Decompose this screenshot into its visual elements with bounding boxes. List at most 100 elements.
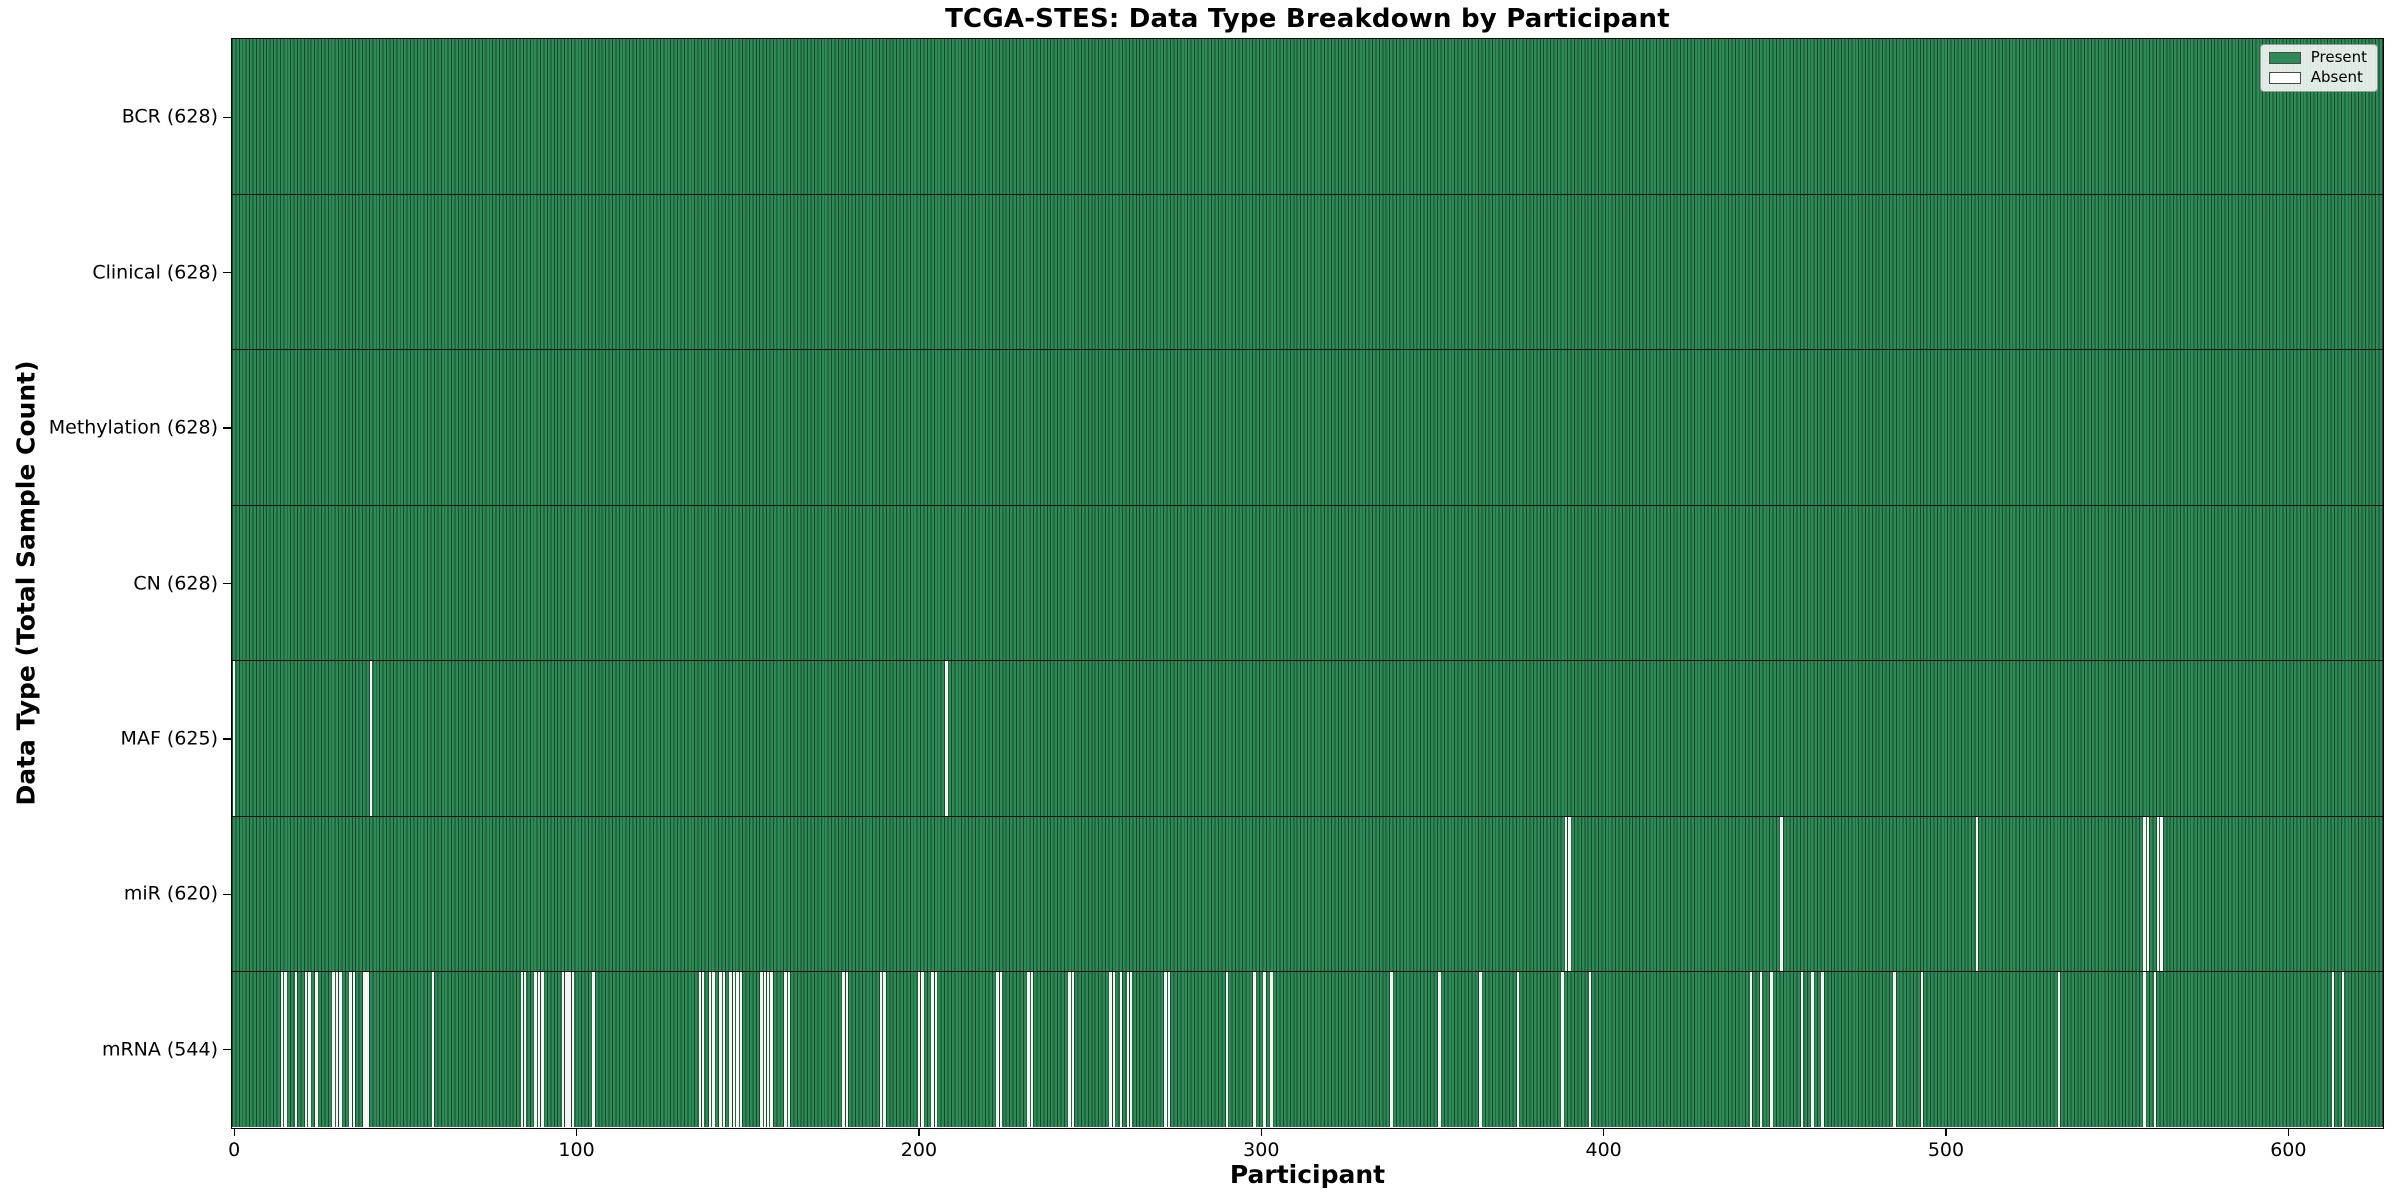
absent-stripe-mrna-493: [1920, 971, 1924, 1127]
absent-stripe-mrna-24: [315, 971, 318, 1127]
absent-stripe-mrna-139: [708, 971, 712, 1127]
absent-stripe-mrna-89: [537, 971, 541, 1127]
y-tick-mir: [223, 893, 231, 896]
row-separator: [232, 504, 2383, 506]
absent-stripe-mrna-256: [1109, 971, 1112, 1127]
absent-stripe-mrna-290: [1225, 971, 1229, 1127]
absent-stripe-mrna-201: [921, 971, 924, 1127]
absent-stripe-mrna-233: [1030, 971, 1034, 1127]
absent-stripe-mir-558: [2143, 816, 2146, 972]
absent-stripe-mrna-190: [883, 971, 886, 1127]
absent-stripe-mrna-262: [1129, 971, 1133, 1127]
absent-stripe-mrna-143: [722, 971, 725, 1127]
row-separator: [232, 193, 2383, 196]
absent-stripe-mrna-35: [352, 971, 356, 1127]
absent-stripe-mrna-613: [2331, 971, 2335, 1127]
absent-stripe-mrna-485: [1893, 971, 1896, 1127]
absent-stripe-mir-509: [1975, 816, 1978, 972]
row-cn: [232, 505, 2383, 661]
absent-stripe-mrna-259: [1119, 971, 1123, 1127]
row-mrna: [232, 971, 2383, 1127]
x-tick-label-500: 500: [1927, 1139, 1965, 1161]
absent-stripe-mrna-155: [763, 971, 767, 1127]
absent-stripe-mrna-90: [541, 971, 544, 1127]
absent-stripe-mrna-204: [931, 971, 934, 1127]
absent-stripe-mrna-561: [2153, 971, 2157, 1127]
absent-stripe-mrna-96: [561, 971, 565, 1127]
absent-stripe-mrna-375: [1516, 971, 1520, 1127]
y-tick-methylation: [223, 427, 231, 429]
absent-stripe-mrna-162: [787, 971, 791, 1127]
row-separator: [232, 970, 2383, 973]
absent-stripe-mrna-97: [565, 971, 568, 1127]
absent-stripe-mrna-257: [1112, 971, 1116, 1127]
absent-stripe-mrna-105: [592, 971, 595, 1127]
row-separator: [232, 349, 2383, 351]
absent-stripe-mrna-179: [845, 971, 849, 1127]
plot-area: Present Absent: [231, 38, 2384, 1129]
absent-stripe-mrna-84: [520, 971, 523, 1127]
x-tick-label-0: 0: [228, 1139, 241, 1161]
absent-stripe-mrna-136: [698, 971, 702, 1127]
absent-stripe-mrna-29: [332, 971, 335, 1127]
x-axis-label: Participant: [1229, 1160, 1386, 1189]
absent-stripe-mrna-154: [760, 971, 763, 1127]
legend: Present Absent: [2259, 44, 2378, 92]
absent-stripe-mrna-157: [770, 971, 773, 1127]
legend-entry-absent: Absent: [2268, 70, 2367, 85]
y-tick-label-maf: MAF (625): [120, 727, 218, 750]
absent-stripe-mrna-31: [339, 971, 342, 1127]
y-tick-label-cn: CN (628): [133, 572, 218, 595]
absent-stripe-mrna-273: [1167, 971, 1171, 1127]
absent-stripe-mrna-140: [712, 971, 715, 1127]
x-tick-400: [1602, 1129, 1605, 1136]
absent-stripe-mrna-303: [1270, 971, 1273, 1127]
absent-stripe-mrna-443: [1749, 971, 1753, 1127]
row-separator: [232, 660, 2383, 662]
absent-stripe-mrna-15: [284, 971, 287, 1127]
absent-stripe-mrna-245: [1071, 971, 1075, 1127]
absent-stripe-maf-208: [945, 660, 948, 817]
absent-stripe-mrna-39: [366, 971, 369, 1127]
absent-stripe-mrna-352: [1438, 971, 1441, 1127]
x-tick-label-200: 200: [900, 1139, 938, 1161]
absent-stripe-mrna-224: [999, 971, 1003, 1127]
absent-stripe-mir-452: [1780, 816, 1783, 972]
absent-stripe-mrna-244: [1068, 971, 1071, 1127]
x-tick-500: [1945, 1129, 1947, 1136]
absent-stripe-mrna-22: [308, 971, 311, 1127]
absent-stripe-mrna-145: [729, 971, 732, 1127]
y-tick-bcr: [223, 116, 231, 118]
row-separator: [232, 815, 2383, 817]
absent-stripe-mir-390: [1568, 816, 1571, 972]
x-tick-label-400: 400: [1585, 1139, 1622, 1161]
y-tick-label-mir: miR (620): [123, 882, 218, 905]
absent-stripe-mrna-301: [1263, 971, 1266, 1127]
absent-stripe-mrna-461: [1811, 971, 1814, 1127]
absent-stripe-mrna-88: [534, 971, 537, 1127]
absent-stripe-mrna-21: [304, 971, 308, 1127]
absent-stripe-mrna-223: [996, 971, 999, 1127]
absent-stripe-mrna-38: [363, 971, 366, 1127]
absent-stripe-mrna-146: [732, 971, 736, 1127]
row-maf: [232, 660, 2383, 817]
legend-swatch-present: [2268, 51, 2301, 64]
legend-entry-present: Present: [2268, 50, 2367, 65]
absent-stripe-mrna-18: [294, 971, 298, 1127]
plot-inner: [232, 39, 2383, 1128]
y-tick-cn: [223, 582, 231, 585]
absent-stripe-mrna-200: [917, 971, 921, 1127]
absent-stripe-mrna-388: [1561, 971, 1564, 1127]
y-tick-label-mrna: mRNA (544): [101, 1038, 218, 1061]
absent-stripe-maf-40: [369, 660, 373, 817]
absent-stripe-mrna-178: [842, 971, 845, 1127]
y-tick-label-clinical: Clinical (628): [92, 261, 218, 284]
chart-title: TCGA-STES: Data Type Breakdown by Partic…: [945, 4, 1670, 34]
legend-swatch-absent: [2268, 71, 2301, 84]
x-tick-0: [233, 1129, 235, 1136]
absent-stripe-mrna-34: [349, 971, 352, 1127]
absent-stripe-mrna-148: [739, 971, 743, 1127]
absent-stripe-mrna-189: [880, 971, 883, 1127]
absent-stripe-mrna-533: [2057, 971, 2061, 1127]
